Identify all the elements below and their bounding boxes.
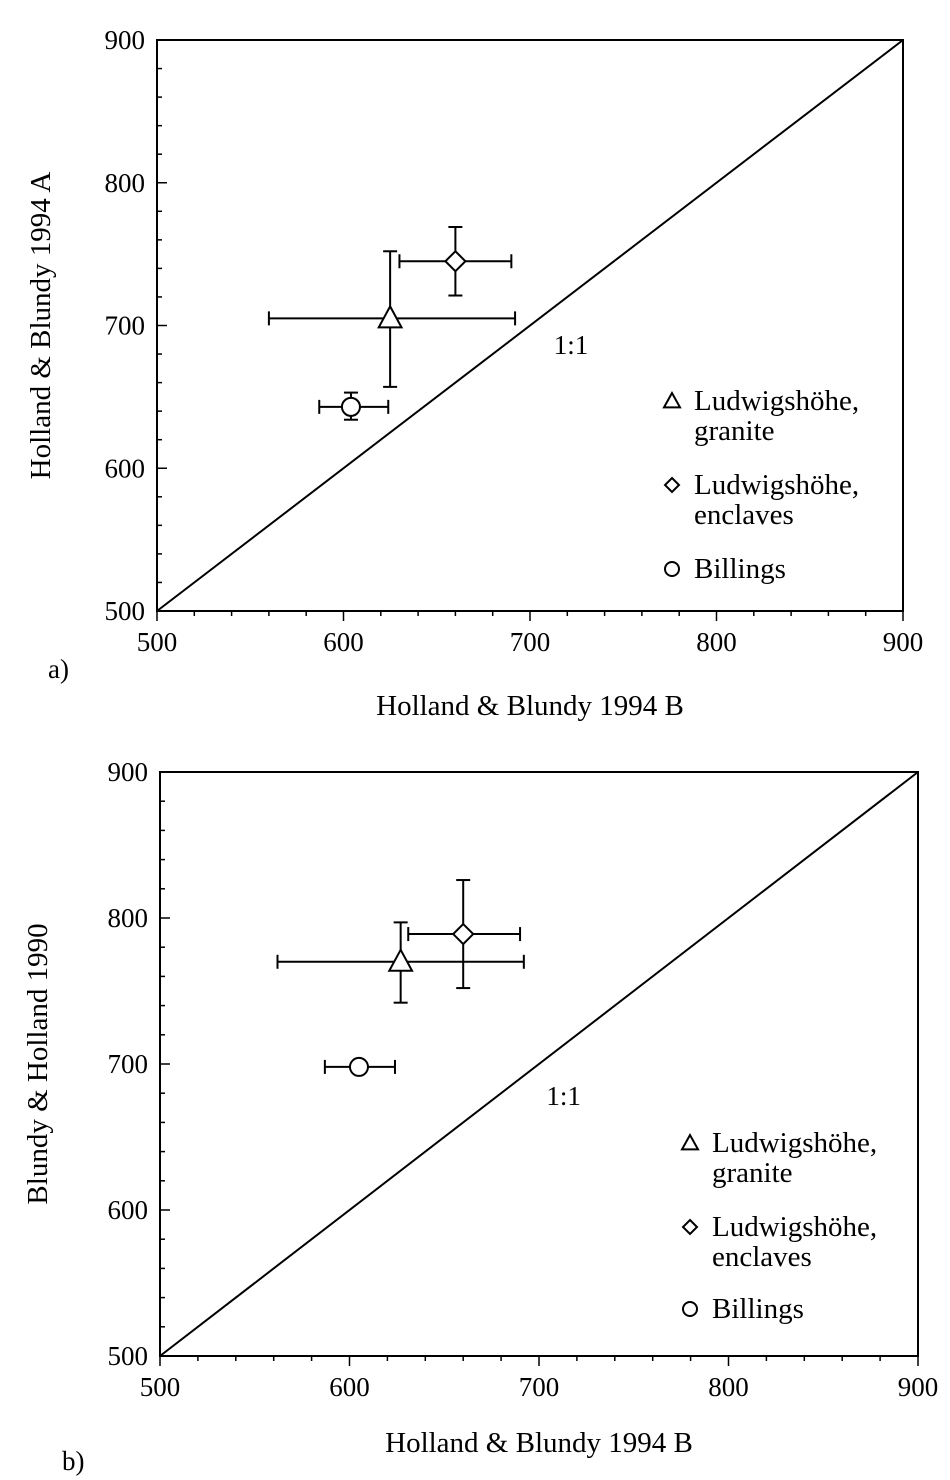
legend-label: Ludwigshöhe,	[712, 1127, 877, 1159]
x-tick-label: 600	[329, 1372, 370, 1402]
legend: Ludwigshöhe,graniteLudwigshöhe,enclavesB…	[680, 1127, 877, 1325]
triangle-marker	[387, 947, 414, 972]
x-tick-label: 800	[696, 627, 737, 657]
x-tick-label: 900	[898, 1372, 939, 1402]
y-tick-label: 700	[105, 311, 146, 341]
circle-marker	[340, 396, 361, 417]
legend-item: Ludwigshöhe,enclaves	[663, 469, 859, 531]
legend-item: Ludwigshöhe,granite	[662, 385, 859, 447]
legend-diamond-icon	[663, 476, 681, 494]
y-tick-label: 700	[108, 1049, 149, 1079]
x-tick-label: 500	[137, 627, 178, 657]
x-tick-label: 600	[323, 627, 364, 657]
legend-triangle-icon	[662, 390, 682, 409]
x-tick-label: 800	[708, 1372, 749, 1402]
data-point-triangle	[276, 921, 525, 1004]
legend-label: Ludwigshöhe,	[694, 469, 859, 501]
x-tick-label: 700	[519, 1372, 560, 1402]
x-axis-title: Holland & Blundy 1994 B	[376, 690, 684, 722]
legend-item: Billings	[682, 1293, 804, 1325]
legend-triangle-icon	[680, 1132, 700, 1151]
legend-circle-icon	[664, 561, 680, 577]
data-point-triangle	[267, 250, 517, 388]
y-tick-label: 500	[108, 1341, 149, 1371]
chart-b: 500 600 700 800 900 500 600 700 800 900 Holland & …	[22, 757, 938, 1476]
legend-label: Billings	[694, 553, 786, 585]
legend-label-continued: granite	[712, 1157, 793, 1189]
y-tick-label: 600	[105, 453, 146, 483]
x-tick-label: 700	[510, 627, 551, 657]
legend-item: Billings	[664, 553, 786, 585]
legend-label-continued: enclaves	[694, 499, 794, 531]
panel-label: a)	[48, 654, 69, 684]
legend-diamond-icon	[681, 1218, 699, 1236]
triangle-marker	[377, 304, 404, 329]
legend-label-continued: granite	[694, 415, 775, 447]
x-tick-label: 500	[140, 1372, 181, 1402]
circle-marker	[348, 1056, 369, 1077]
x-tick-label: 900	[883, 627, 924, 657]
data-point-circle	[323, 1056, 396, 1077]
y-tick-label: 900	[105, 25, 146, 55]
legend-circle-icon	[682, 1301, 698, 1317]
reference-line-1-1	[159, 771, 919, 1357]
y-tick-label: 500	[105, 596, 146, 626]
data-point-diamond	[398, 226, 513, 297]
legend-label-continued: enclaves	[712, 1241, 812, 1273]
legend: Ludwigshöhe,graniteLudwigshöhe,enclavesB…	[662, 385, 859, 585]
data-point-diamond	[407, 879, 522, 990]
reference-line-label: 1:1	[546, 1081, 581, 1111]
legend-label: Billings	[712, 1293, 804, 1325]
y-tick-label: 900	[108, 757, 149, 787]
legend-label: Ludwigshöhe,	[694, 385, 859, 417]
data-point-circle	[318, 391, 390, 421]
chart-a: 500 600 700 800 900 500 600 700 800 900 Holland & …	[25, 25, 923, 722]
y-axis-title: Blundy & Holland 1990	[22, 923, 54, 1204]
y-tick-label: 600	[108, 1195, 149, 1225]
diamond-marker	[451, 922, 475, 946]
y-tick-label: 800	[105, 168, 146, 198]
panel-label: b)	[62, 1446, 85, 1476]
y-axis-title: Holland & Blundy 1994 A	[25, 172, 57, 480]
diamond-marker	[443, 249, 467, 273]
legend-label: Ludwigshöhe,	[712, 1211, 877, 1243]
reference-line-label: 1:1	[554, 330, 589, 360]
legend-item: Ludwigshöhe,enclaves	[681, 1211, 877, 1273]
x-axis-title: Holland & Blundy 1994 B	[385, 1427, 693, 1459]
reference-line-1-1	[156, 39, 904, 612]
y-tick-label: 800	[108, 903, 149, 933]
legend-item: Ludwigshöhe,granite	[680, 1127, 877, 1189]
